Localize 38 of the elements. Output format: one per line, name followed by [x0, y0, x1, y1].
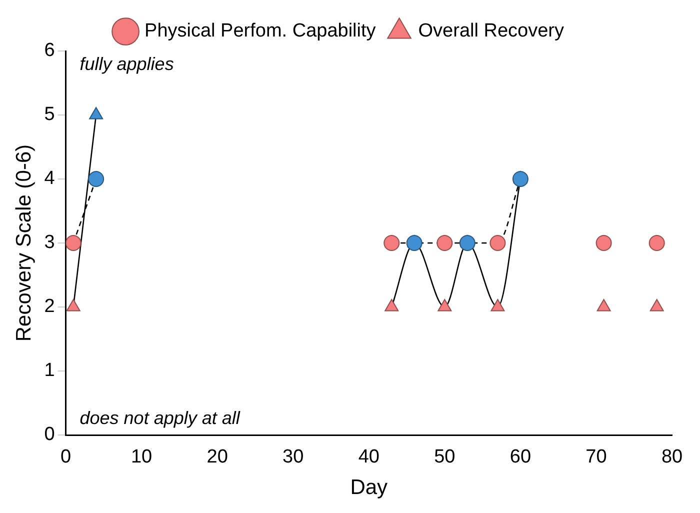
point — [490, 299, 505, 312]
x-tick-label: 30 — [282, 446, 304, 468]
x-tick-label: 60 — [510, 446, 532, 468]
y-tick-label: 5 — [44, 104, 55, 126]
x-tick-label: 40 — [358, 446, 380, 468]
annotation: fully applies — [80, 54, 174, 74]
legend-label: Overall Recovery — [418, 20, 564, 42]
y-tick-label: 2 — [44, 296, 55, 318]
x-tick-label: 20 — [206, 446, 228, 468]
point — [384, 235, 400, 251]
x-tick-label: 10 — [130, 446, 152, 468]
point — [512, 171, 528, 187]
x-tick-label: 70 — [586, 446, 607, 468]
point — [650, 299, 664, 312]
annotation: does not apply at all — [80, 408, 241, 428]
point — [596, 235, 612, 251]
point — [384, 299, 399, 312]
point — [596, 299, 611, 312]
x-tick-label: 50 — [434, 446, 456, 468]
y-tick-label: 4 — [44, 168, 56, 190]
x-tick-label: 0 — [60, 446, 72, 468]
y-tick-label: 3 — [44, 232, 55, 254]
point — [436, 235, 453, 251]
y-axis-title: Recovery Scale (0-6) — [12, 144, 36, 342]
x-axis-title: Day — [350, 476, 388, 500]
point — [406, 235, 422, 251]
point — [648, 235, 665, 251]
point — [66, 299, 80, 312]
y-tick-label: 6 — [44, 40, 55, 62]
x-tick-label: 80 — [661, 446, 683, 468]
point — [88, 171, 104, 187]
point — [66, 235, 82, 251]
legend-label: Physical Perfom. Capability — [144, 20, 376, 42]
point — [459, 235, 476, 251]
point — [438, 299, 452, 312]
y-tick-label: 0 — [44, 424, 55, 446]
y-tick-label: 1 — [44, 360, 55, 382]
point — [490, 235, 506, 251]
